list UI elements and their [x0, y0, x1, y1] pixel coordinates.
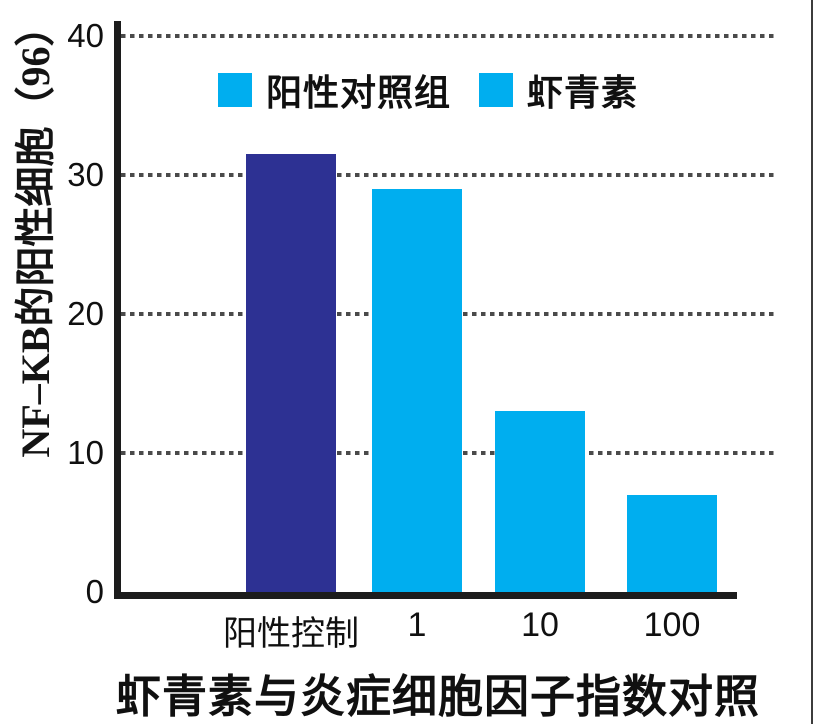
legend-item-astaxanthin: 虾青素 — [479, 64, 638, 116]
y-axis-title: NF–KB的阳性细胞（96） — [13, 6, 58, 458]
x-tick-label-2: 10 — [521, 606, 559, 644]
y-axis-line — [114, 21, 121, 599]
bar-positive-control — [246, 154, 336, 592]
legend-swatch-positive-control-group — [218, 73, 252, 107]
x-tick-label-0: 阳性控制 — [223, 615, 359, 653]
y-tick-label-30: 30 — [67, 156, 104, 193]
y-tick-label-40: 40 — [67, 17, 104, 54]
legend-label-astaxanthin: 虾青素 — [527, 72, 639, 113]
legend-swatch-astaxanthin — [479, 73, 514, 107]
gridline-40 — [121, 34, 777, 38]
gridline-30 — [121, 173, 777, 177]
x-tick-label-3: 100 — [643, 606, 701, 644]
y-tick-label-0: 0 — [85, 573, 104, 610]
bar-dose-10 — [495, 411, 585, 592]
y-tick-label-10: 10 — [67, 434, 104, 471]
bar-dose-1 — [372, 188, 462, 592]
x-tick-label-1: 1 — [407, 606, 427, 644]
chart-legend: 阳性对照组 虾青素 — [218, 64, 638, 116]
x-axis-line — [114, 592, 737, 599]
y-tick-label-20: 20 — [67, 295, 104, 332]
legend-label-positive-control-group: 阳性对照组 — [266, 72, 452, 113]
bar-dose-100 — [627, 494, 717, 592]
chart-title: 虾青素与炎症细胞因子指数对照 — [115, 671, 760, 722]
page-border-line — [811, 0, 813, 724]
legend-item-positive-control-group: 阳性对照组 — [218, 64, 451, 116]
